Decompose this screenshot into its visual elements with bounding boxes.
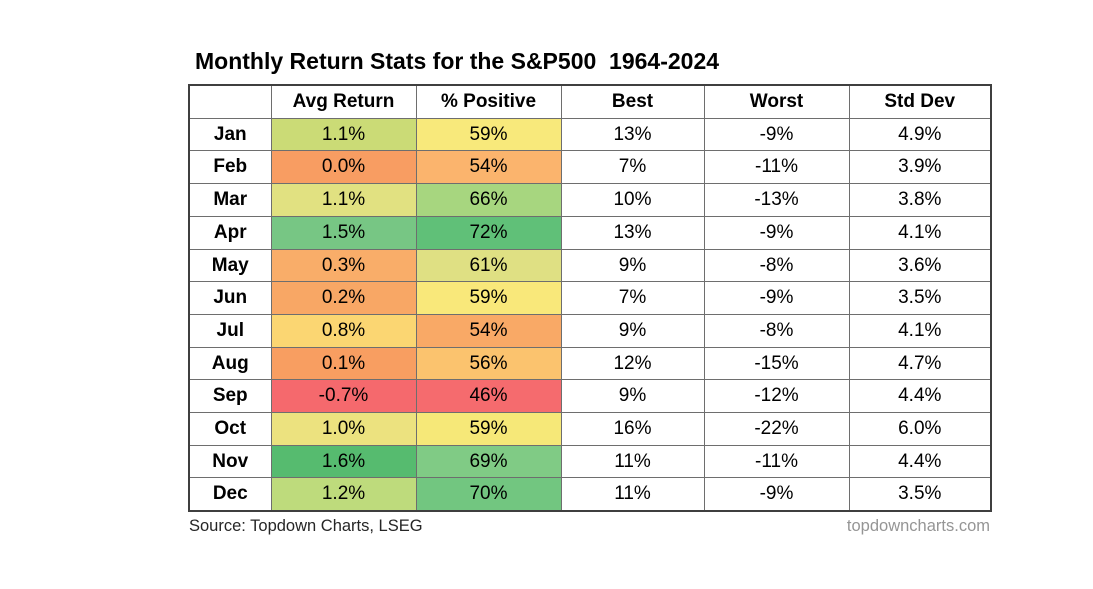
column-header-percent-positive: % Positive xyxy=(415,84,562,119)
month-cell: May xyxy=(188,248,272,283)
table-row: Dec 1.2% 70% 11% -9% 3.5% xyxy=(188,477,992,512)
month-cell: Sep xyxy=(188,379,272,414)
month-cell: Jul xyxy=(188,313,272,348)
source-note: Source: Topdown Charts, LSEG xyxy=(189,517,423,535)
positive-cell: 61% xyxy=(415,248,562,283)
table-row: Feb 0.0% 54% 7% -11% 3.9% xyxy=(188,150,992,185)
positive-cell: 66% xyxy=(415,183,562,217)
column-header-worst: Worst xyxy=(703,84,850,119)
worst-cell: -8% xyxy=(703,313,850,348)
avg-return-cell: 0.2% xyxy=(270,281,417,315)
best-cell: 16% xyxy=(560,412,705,446)
page-title: Monthly Return Stats for the S&P500 1964… xyxy=(195,48,720,74)
avg-return-cell: 1.0% xyxy=(270,412,417,446)
month-cell: Jan xyxy=(188,117,272,152)
std-dev-cell: 4.4% xyxy=(848,444,992,479)
std-dev-cell: 3.8% xyxy=(848,183,992,217)
column-header-best: Best xyxy=(560,84,705,119)
header-row: Avg Return % Positive Best Worst Std Dev xyxy=(188,84,992,119)
positive-cell: 56% xyxy=(415,346,562,381)
avg-return-cell: 1.1% xyxy=(270,117,417,152)
best-cell: 9% xyxy=(560,313,705,348)
avg-return-cell: -0.7% xyxy=(270,379,417,414)
avg-return-cell: 0.1% xyxy=(270,346,417,381)
std-dev-cell: 3.9% xyxy=(848,150,992,185)
positive-cell: 54% xyxy=(415,150,562,185)
table-row: Jul 0.8% 54% 9% -8% 4.1% xyxy=(188,313,992,348)
table-row: Apr 1.5% 72% 13% -9% 4.1% xyxy=(188,215,992,250)
table-row: Sep -0.7% 46% 9% -12% 4.4% xyxy=(188,379,992,414)
month-cell: Oct xyxy=(188,412,272,446)
avg-return-cell: 1.6% xyxy=(270,444,417,479)
positive-cell: 59% xyxy=(415,412,562,446)
avg-return-cell: 1.1% xyxy=(270,183,417,217)
avg-return-cell: 0.3% xyxy=(270,248,417,283)
table-row: Oct 1.0% 59% 16% -22% 6.0% xyxy=(188,412,992,446)
column-header-month xyxy=(188,84,272,119)
worst-cell: -9% xyxy=(703,215,850,250)
positive-cell: 70% xyxy=(415,477,562,512)
std-dev-cell: 3.5% xyxy=(848,477,992,512)
table-row: Nov 1.6% 69% 11% -11% 4.4% xyxy=(188,444,992,479)
worst-cell: -11% xyxy=(703,150,850,185)
worst-cell: -9% xyxy=(703,477,850,512)
std-dev-cell: 6.0% xyxy=(848,412,992,446)
worst-cell: -9% xyxy=(703,281,850,315)
worst-cell: -8% xyxy=(703,248,850,283)
worst-cell: -12% xyxy=(703,379,850,414)
column-header-std-dev: Std Dev xyxy=(848,84,992,119)
month-cell: Aug xyxy=(188,346,272,381)
positive-cell: 69% xyxy=(415,444,562,479)
column-header-avg-return: Avg Return xyxy=(270,84,417,119)
table-row: Jun 0.2% 59% 7% -9% 3.5% xyxy=(188,281,992,315)
positive-cell: 46% xyxy=(415,379,562,414)
best-cell: 11% xyxy=(560,477,705,512)
month-cell: Apr xyxy=(188,215,272,250)
month-cell: Nov xyxy=(188,444,272,479)
worst-cell: -15% xyxy=(703,346,850,381)
std-dev-cell: 3.6% xyxy=(848,248,992,283)
positive-cell: 72% xyxy=(415,215,562,250)
month-cell: Jun xyxy=(188,281,272,315)
best-cell: 11% xyxy=(560,444,705,479)
best-cell: 10% xyxy=(560,183,705,217)
best-cell: 9% xyxy=(560,248,705,283)
avg-return-cell: 1.2% xyxy=(270,477,417,512)
best-cell: 13% xyxy=(560,117,705,152)
worst-cell: -11% xyxy=(703,444,850,479)
best-cell: 12% xyxy=(560,346,705,381)
table-row: Mar 1.1% 66% 10% -13% 3.8% xyxy=(188,183,992,217)
table-row: May 0.3% 61% 9% -8% 3.6% xyxy=(188,248,992,283)
month-cell: Feb xyxy=(188,150,272,185)
month-cell: Mar xyxy=(188,183,272,217)
std-dev-cell: 4.1% xyxy=(848,215,992,250)
std-dev-cell: 4.7% xyxy=(848,346,992,381)
table-row: Aug 0.1% 56% 12% -15% 4.7% xyxy=(188,346,992,381)
std-dev-cell: 3.5% xyxy=(848,281,992,315)
positive-cell: 54% xyxy=(415,313,562,348)
best-cell: 13% xyxy=(560,215,705,250)
best-cell: 7% xyxy=(560,150,705,185)
avg-return-cell: 0.8% xyxy=(270,313,417,348)
worst-cell: -22% xyxy=(703,412,850,446)
std-dev-cell: 4.9% xyxy=(848,117,992,152)
table-row: Jan 1.1% 59% 13% -9% 4.9% xyxy=(188,117,992,152)
month-cell: Dec xyxy=(188,477,272,512)
avg-return-cell: 1.5% xyxy=(270,215,417,250)
best-cell: 7% xyxy=(560,281,705,315)
website-note: topdowncharts.com xyxy=(846,517,990,535)
avg-return-cell: 0.0% xyxy=(270,150,417,185)
worst-cell: -9% xyxy=(703,117,850,152)
monthly-return-stats-table: Avg Return % Positive Best Worst Std Dev… xyxy=(188,84,992,513)
std-dev-cell: 4.4% xyxy=(848,379,992,414)
positive-cell: 59% xyxy=(415,117,562,152)
std-dev-cell: 4.1% xyxy=(848,313,992,348)
positive-cell: 59% xyxy=(415,281,562,315)
best-cell: 9% xyxy=(560,379,705,414)
worst-cell: -13% xyxy=(703,183,850,217)
